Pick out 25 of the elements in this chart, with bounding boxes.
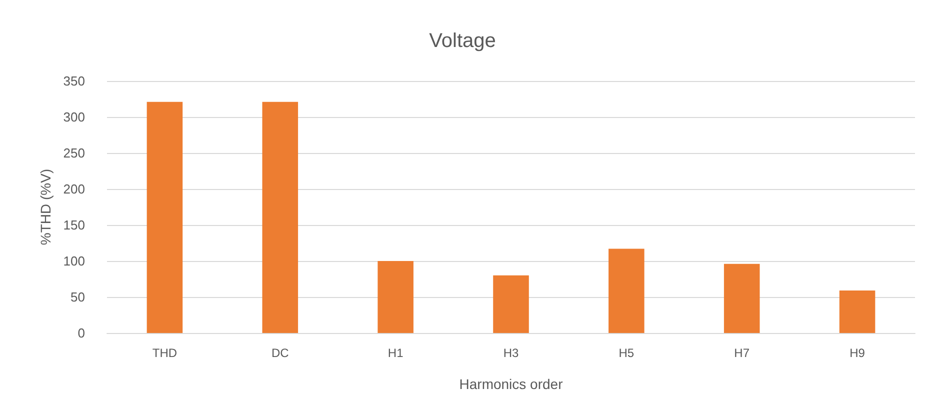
bar	[608, 248, 644, 333]
x-tick-label: H3	[503, 346, 519, 360]
x-tick-label: THD	[152, 346, 178, 360]
bar	[839, 290, 876, 333]
x-tick-label: H5	[618, 346, 634, 360]
x-tick-label: H9	[850, 346, 866, 360]
x-tick-label: DC	[271, 346, 290, 360]
y-tick-label: 100	[63, 254, 85, 268]
y-tick-label: 0	[78, 326, 85, 340]
y-axis-title: %THD (%V)	[37, 168, 54, 246]
bar	[493, 275, 529, 333]
bar	[146, 102, 183, 333]
bar	[724, 264, 760, 333]
y-tick-label: 200	[63, 182, 85, 196]
chart-title: Voltage	[429, 30, 496, 52]
x-tick-label: H1	[388, 346, 404, 360]
x-axis-title: Harmonics order	[459, 376, 564, 392]
y-tick-label: 50	[70, 290, 85, 304]
x-tick-label: H7	[734, 346, 750, 360]
bar	[262, 102, 298, 333]
bar	[378, 261, 414, 333]
y-tick-label: 150	[63, 218, 85, 232]
y-tick-label: 350	[63, 74, 85, 88]
y-tick-label: 300	[63, 110, 85, 124]
y-tick-label: 250	[63, 146, 85, 160]
